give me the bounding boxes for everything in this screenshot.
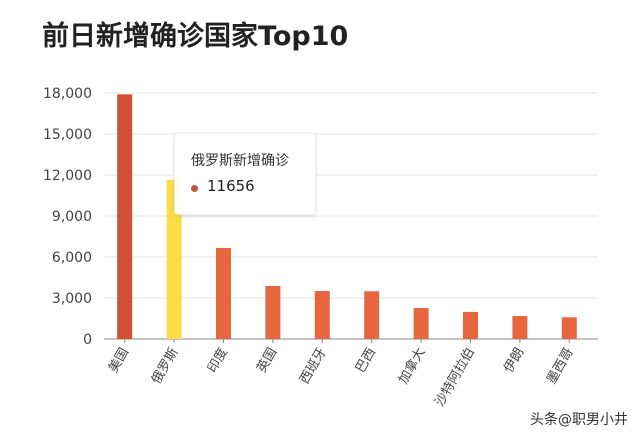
tooltip: 俄罗斯新增确诊 11656 — [174, 133, 316, 215]
x-tick-label: 印度 — [204, 345, 231, 376]
y-tick-label: 0 — [83, 332, 92, 348]
y-tick-label: 3,000 — [52, 291, 92, 307]
bar — [117, 94, 133, 339]
bar — [463, 311, 478, 339]
y-tick-label: 9,000 — [52, 209, 92, 225]
y-tick-label: 12,000 — [43, 168, 92, 184]
y-tick-label: 6,000 — [52, 250, 92, 266]
bar — [561, 317, 577, 339]
x-tick-label: 沙特阿拉伯 — [432, 346, 477, 410]
bar — [364, 291, 380, 339]
bar — [413, 307, 429, 339]
x-tick-label: 墨西哥 — [544, 346, 576, 387]
x-tick-label: 西班牙 — [297, 346, 329, 387]
x-tick-label: 俄罗斯 — [149, 346, 181, 387]
tooltip-title: 俄罗斯新增确诊 — [191, 153, 289, 169]
x-tick-label: 美国 — [106, 346, 132, 376]
x-tick-label: 伊朗 — [501, 346, 527, 376]
tooltip-value: 11656 — [207, 177, 255, 195]
watermark: 头条@职男小井 — [530, 412, 628, 428]
x-tick-label: 英国 — [254, 346, 280, 376]
bar — [166, 179, 182, 339]
tooltip-dot-icon — [191, 185, 198, 192]
bar — [512, 316, 528, 339]
x-tick-label: 加拿大 — [395, 345, 428, 387]
bar — [216, 247, 231, 339]
y-tick-label: 18,000 — [43, 86, 92, 102]
bar — [265, 285, 281, 339]
x-tick-label: 巴西 — [353, 346, 379, 376]
y-tick-label: 15,000 — [43, 127, 92, 143]
chart-title: 前日新增确诊国家Top10 — [42, 21, 349, 52]
bar — [314, 291, 330, 339]
